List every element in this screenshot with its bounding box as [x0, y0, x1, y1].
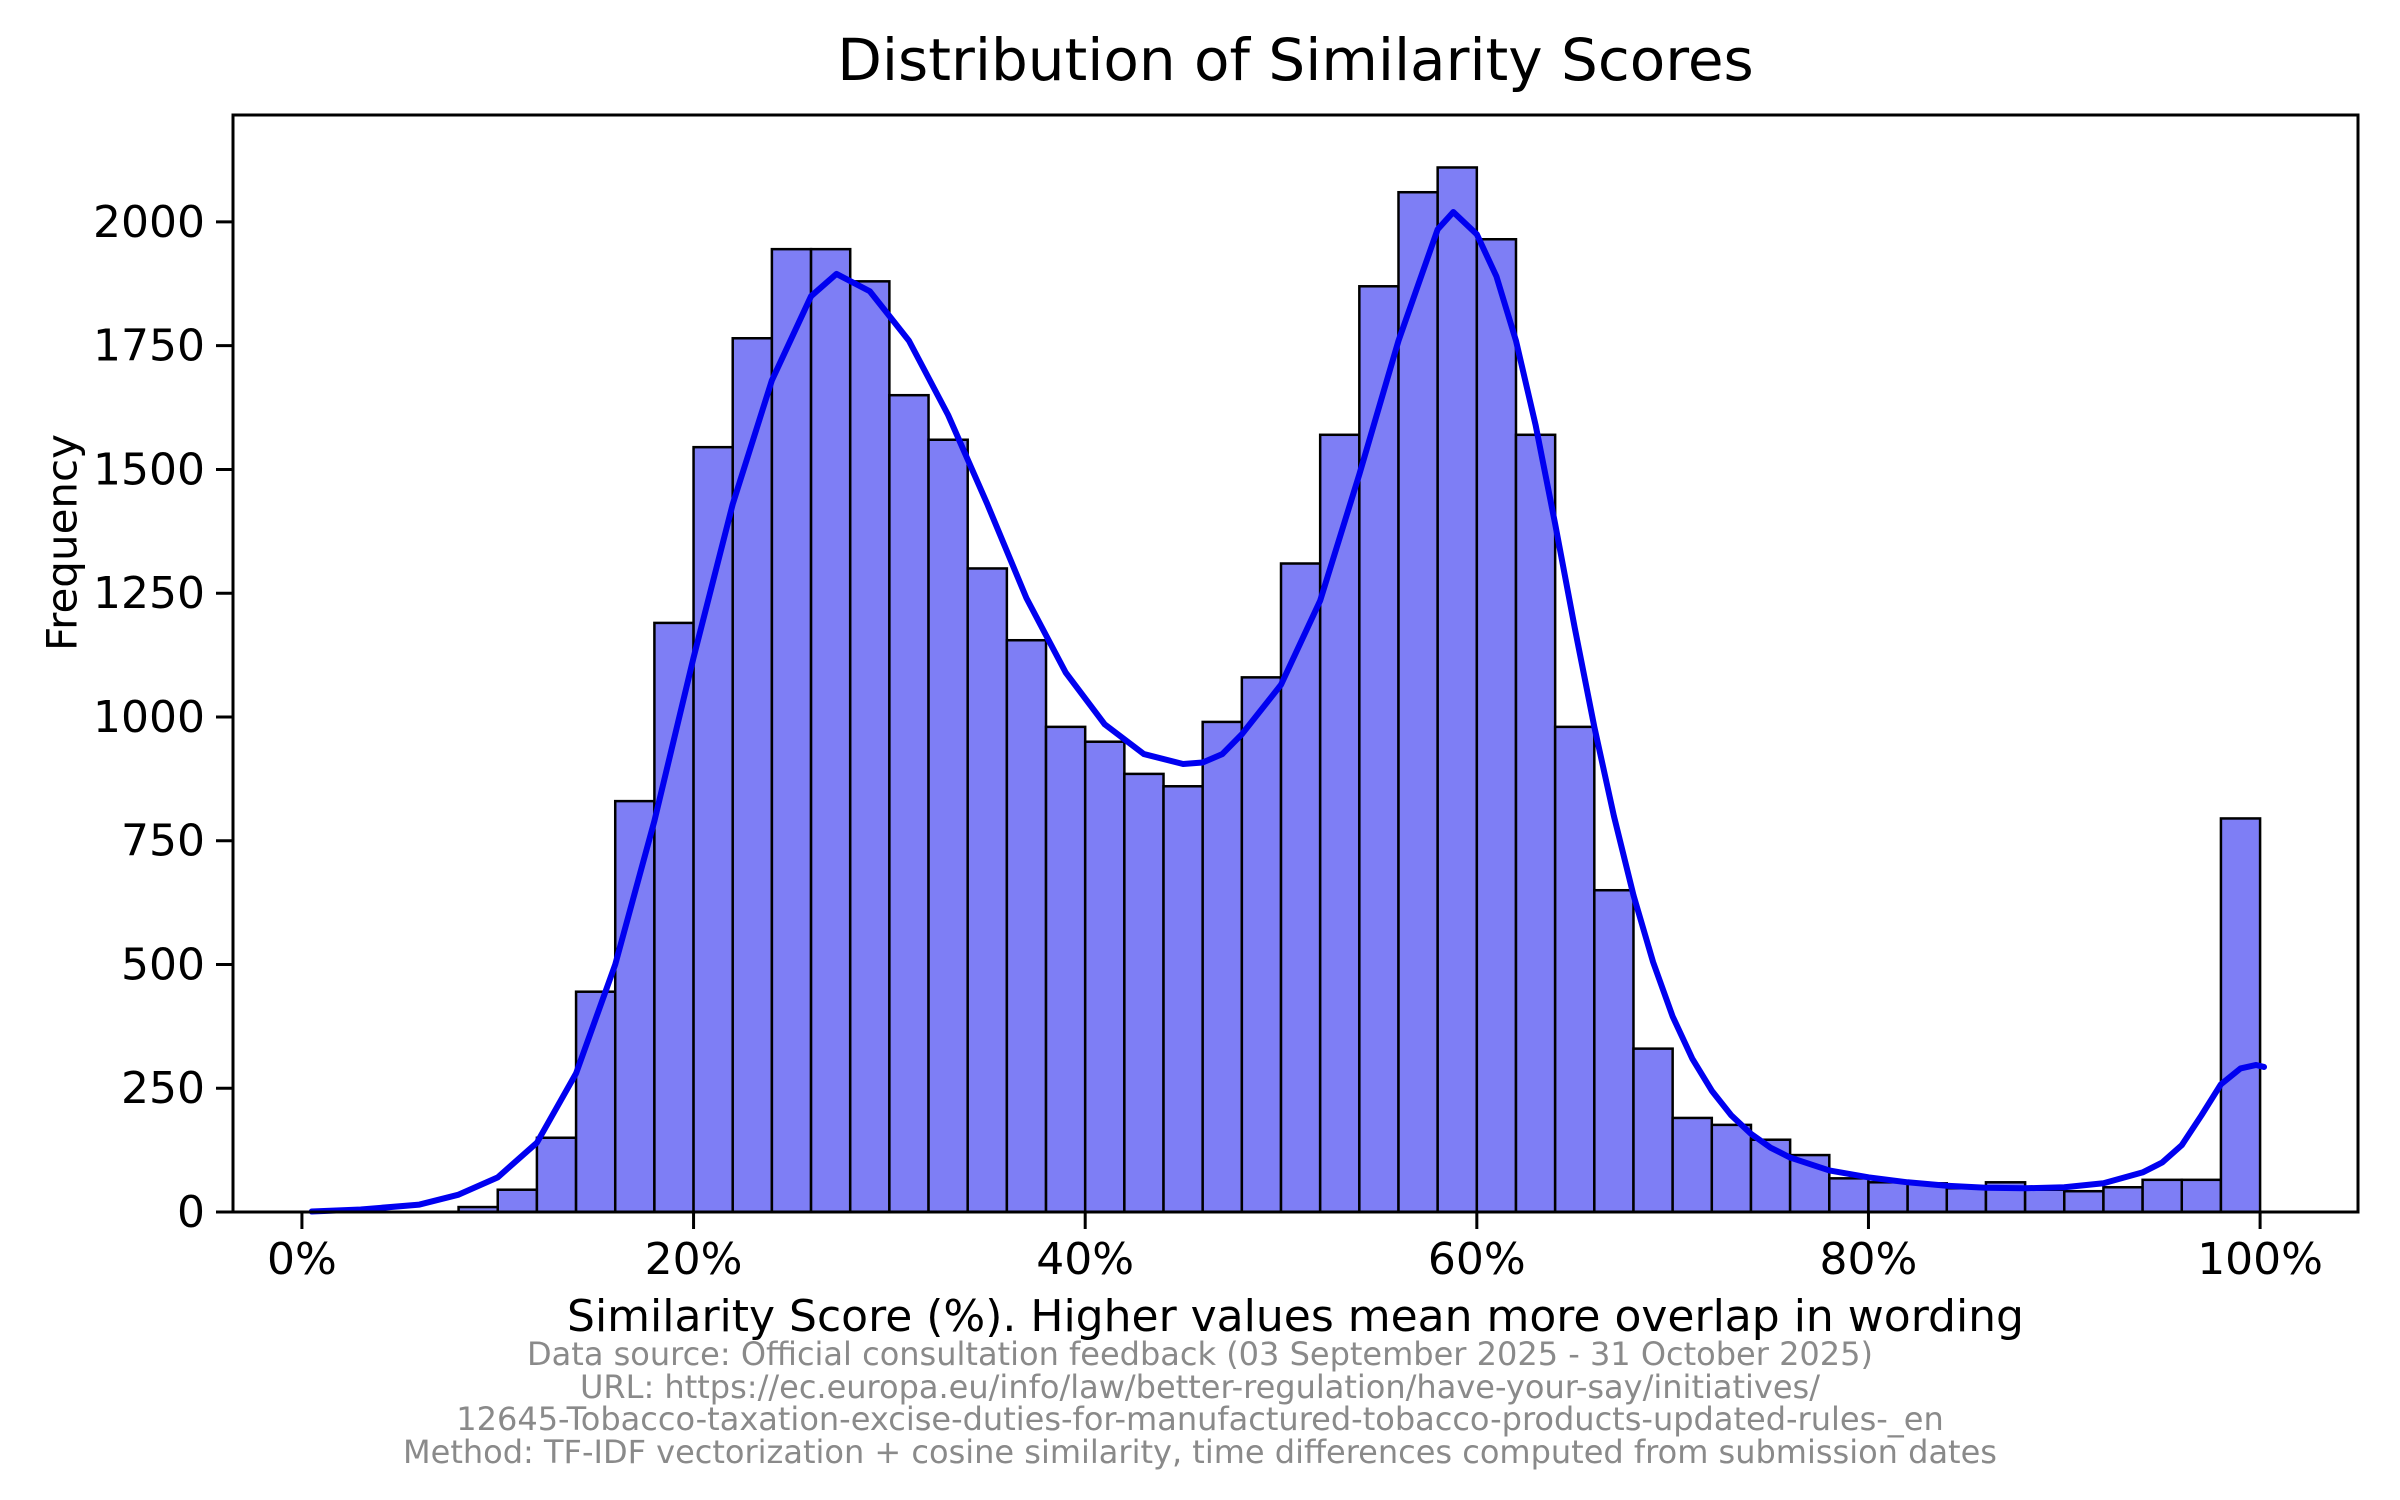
y-tick-label: 500	[121, 939, 205, 990]
chart-title: Distribution of Similarity Scores	[837, 26, 1754, 94]
histogram-bar	[535, 1136, 578, 1214]
x-axis-label: Similarity Score (%). Higher values mean…	[567, 1291, 2024, 1342]
x-tick-label: 60%	[1428, 1234, 1526, 1285]
y-tick-label: 1000	[93, 692, 205, 743]
histogram-bar	[1318, 433, 1361, 1214]
y-tick-label: 250	[121, 1063, 205, 1114]
histogram-bar	[653, 621, 695, 1214]
histogram-bar	[496, 1188, 539, 1214]
y-tick-label: 750	[121, 816, 205, 867]
histogram-bar	[1123, 772, 1165, 1214]
x-tick-label: 80%	[1820, 1234, 1918, 1285]
histogram-bar	[1397, 190, 1439, 1214]
histogram-bar	[966, 567, 1009, 1214]
histogram-bar	[2023, 1188, 2066, 1214]
histogram-bar	[1240, 676, 1283, 1214]
histogram-bar	[1632, 1047, 1674, 1214]
caption-line: Data source: Official consultation feedb…	[527, 1335, 1873, 1373]
histogram-bar	[1945, 1186, 1988, 1214]
y-tick-label: 2000	[93, 197, 205, 248]
histogram-bar	[848, 280, 891, 1214]
histogram-bar	[2141, 1178, 2184, 1214]
histogram-bar	[1553, 725, 1596, 1214]
x-tick-label: 100%	[2197, 1234, 2323, 1285]
histogram-bar	[1005, 638, 1048, 1214]
kde-curve	[308, 209, 2268, 1215]
histogram-bar	[731, 337, 774, 1214]
histogram-bar	[1514, 433, 1557, 1214]
x-tick-label: 20%	[645, 1234, 743, 1285]
histogram-bar	[1279, 562, 1322, 1214]
histogram-bar	[770, 247, 813, 1214]
histogram-bar	[1475, 238, 1518, 1214]
histogram-bar	[1358, 285, 1400, 1214]
caption-line: Method: TF-IDF vectorization + cosine si…	[403, 1432, 1997, 1471]
histogram-bar	[1083, 740, 1126, 1214]
histogram-bar	[1593, 888, 1635, 1214]
y-tick-label: 1750	[93, 321, 205, 372]
histogram-bar	[2219, 817, 2262, 1214]
histogram-bar	[692, 445, 734, 1214]
histogram-bar	[1044, 725, 1087, 1214]
histogram-bar	[809, 247, 852, 1214]
histogram-bar	[1710, 1123, 1753, 1214]
histogram-bar	[1671, 1116, 1714, 1214]
x-tick-label: 0%	[267, 1234, 337, 1285]
histogram-bar	[613, 799, 656, 1214]
x-tick-label: 40%	[1036, 1234, 1134, 1285]
caption-line: 12645-Tobacco-taxation-excise-duties-for…	[456, 1400, 1944, 1438]
caption-line: URL: https://ec.europa.eu/info/law/bette…	[579, 1367, 1820, 1406]
histogram-bar	[1828, 1177, 1870, 1214]
histogram-bar	[888, 393, 930, 1214]
histogram-bar	[1867, 1181, 1909, 1214]
histogram-bar	[2063, 1189, 2105, 1214]
histogram-bar	[1436, 166, 1479, 1214]
histogram-bar	[1201, 720, 1244, 1214]
y-tick-label: 1250	[93, 568, 205, 619]
histogram-bar	[927, 438, 969, 1214]
caption-block: Data source: Official consultation feedb…	[0, 1338, 2400, 1468]
y-axis-label: Frequency	[37, 434, 87, 651]
y-tick-label: 1500	[93, 444, 205, 495]
histogram-bar	[2180, 1178, 2223, 1214]
y-tick-label: 0	[177, 1187, 205, 1238]
histogram-bar	[2102, 1185, 2144, 1214]
histogram-bar	[1162, 785, 1204, 1214]
plot-border	[231, 113, 2360, 1214]
